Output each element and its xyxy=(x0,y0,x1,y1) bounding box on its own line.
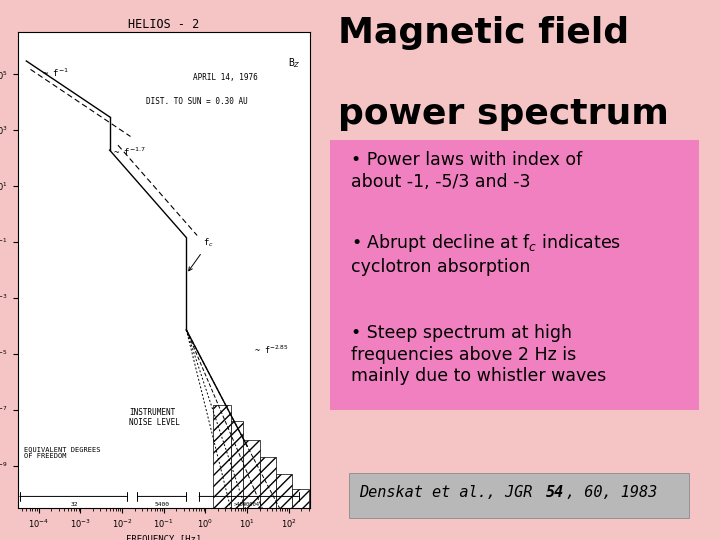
Text: power spectrum: power spectrum xyxy=(338,97,669,131)
FancyBboxPatch shape xyxy=(348,472,689,518)
Polygon shape xyxy=(243,441,260,522)
X-axis label: FREQUENCY [Hz]: FREQUENCY [Hz] xyxy=(126,535,202,540)
Polygon shape xyxy=(213,405,230,522)
Text: Denskat et al., JGR: Denskat et al., JGR xyxy=(359,485,541,500)
Text: f$_c$: f$_c$ xyxy=(189,237,214,271)
Text: • Power laws with index of
about -1, -5/3 and -3: • Power laws with index of about -1, -5/… xyxy=(351,151,582,191)
Text: INSTRUMENT
NOISE LEVEL: INSTRUMENT NOISE LEVEL xyxy=(129,408,180,427)
Text: • Steep spectrum at high
frequencies above 2 Hz is
mainly due to whistler waves: • Steep spectrum at high frequencies abo… xyxy=(351,324,606,385)
Text: • Abrupt decline at f$_c$ indicates
cyclotron absorption: • Abrupt decline at f$_c$ indicates cycl… xyxy=(351,232,621,276)
Text: , 60, 1983: , 60, 1983 xyxy=(566,485,657,500)
Text: APRIL 14, 1976: APRIL 14, 1976 xyxy=(193,73,258,82)
Text: EQUIVALENT DEGREES
OF FREEDOM: EQUIVALENT DEGREES OF FREEDOM xyxy=(24,446,100,459)
Polygon shape xyxy=(276,474,292,522)
Text: DIST. TO SUN = 0.30 AU: DIST. TO SUN = 0.30 AU xyxy=(146,97,248,106)
Text: >4000004: >4000004 xyxy=(234,502,260,507)
Text: Magnetic field: Magnetic field xyxy=(338,16,629,50)
Polygon shape xyxy=(230,421,243,522)
Text: ~ f$^{-1}$: ~ f$^{-1}$ xyxy=(42,66,69,79)
Text: ~ f$^{-2.85}$: ~ f$^{-2.85}$ xyxy=(254,343,289,356)
Text: 32: 32 xyxy=(71,502,78,507)
Polygon shape xyxy=(260,457,276,522)
Text: B$_Z$: B$_Z$ xyxy=(288,56,301,70)
Polygon shape xyxy=(292,489,309,522)
Text: ~ f$^{-1.7}$: ~ f$^{-1.7}$ xyxy=(113,146,145,158)
Text: 5400: 5400 xyxy=(154,502,169,507)
Title: HELIOS - 2: HELIOS - 2 xyxy=(128,18,199,31)
Text: 54: 54 xyxy=(546,485,564,500)
FancyBboxPatch shape xyxy=(330,140,700,410)
